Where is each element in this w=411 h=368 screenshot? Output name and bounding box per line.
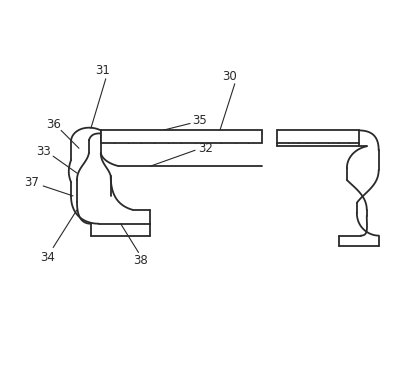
Text: 34: 34 (40, 251, 55, 264)
Bar (101, 130, 261, 143)
Text: 37: 37 (24, 176, 39, 188)
Bar (277, 130, 359, 143)
Text: 33: 33 (36, 145, 51, 158)
Text: 35: 35 (193, 114, 208, 127)
Text: 36: 36 (46, 118, 60, 131)
Text: 38: 38 (133, 254, 148, 267)
Text: 32: 32 (199, 142, 213, 155)
Text: 31: 31 (95, 64, 110, 77)
Text: 30: 30 (222, 70, 237, 83)
